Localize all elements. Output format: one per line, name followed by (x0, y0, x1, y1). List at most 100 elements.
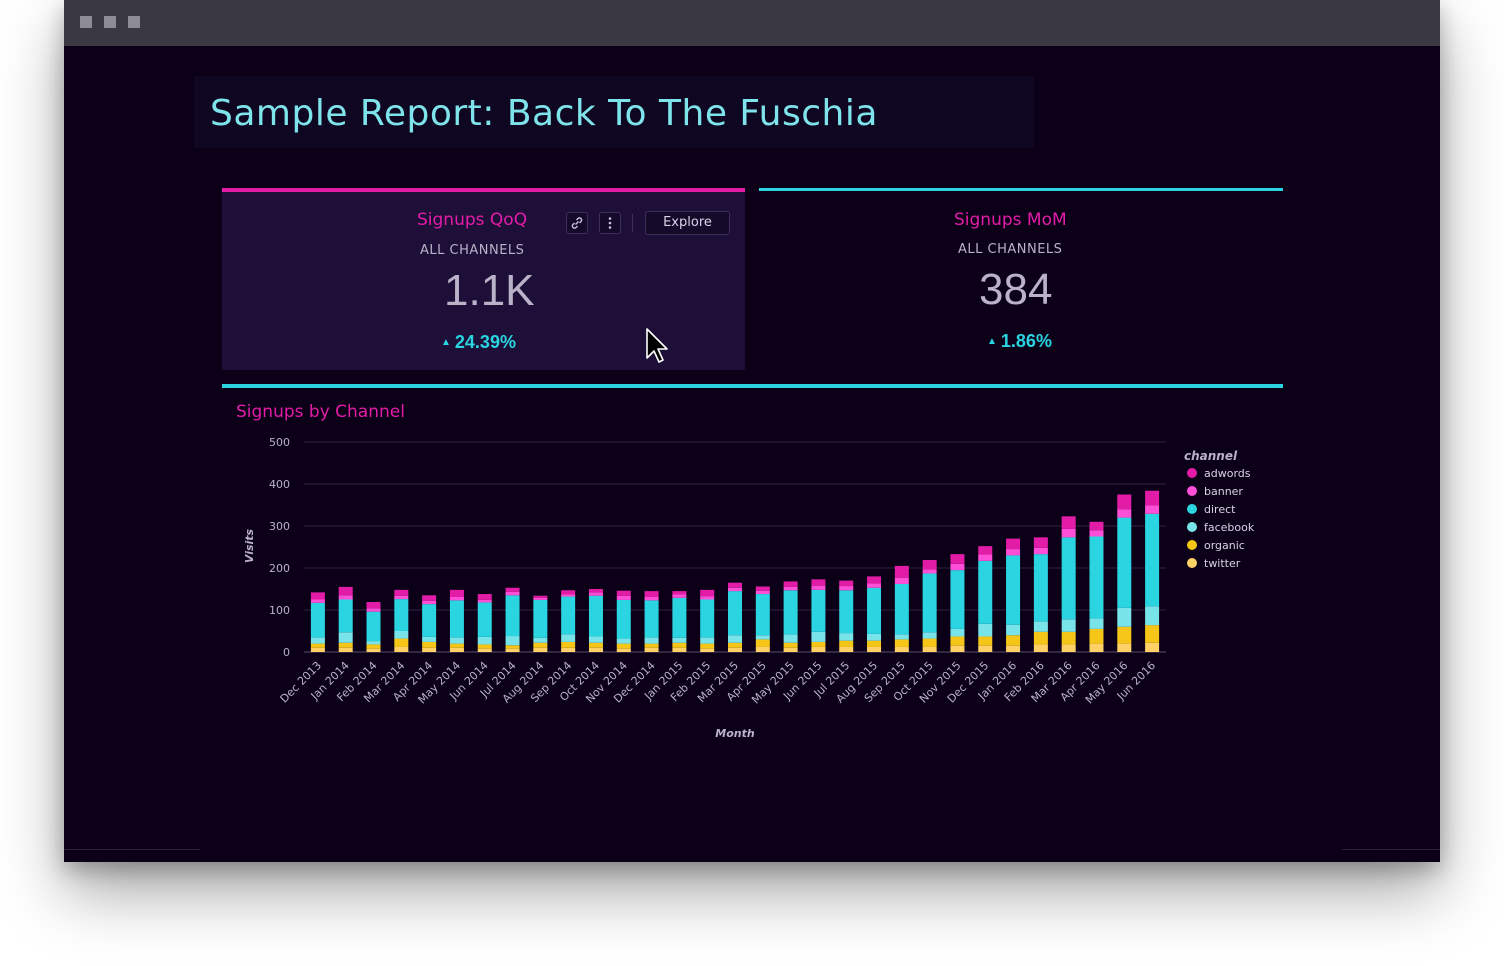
bar-segment-organic[interactable] (978, 636, 993, 646)
bar-segment-twitter[interactable] (588, 647, 603, 652)
bar-segment-adwords[interactable] (672, 591, 687, 595)
bar-segment-organic[interactable] (366, 644, 381, 649)
bar-segment-adwords[interactable] (533, 595, 548, 598)
bar-segment-banner[interactable] (449, 596, 464, 601)
bar-segment-facebook[interactable] (839, 633, 854, 641)
bar-segment-facebook[interactable] (978, 623, 993, 637)
bar-segment-adwords[interactable] (394, 589, 409, 596)
bar-segment-organic[interactable] (950, 636, 965, 646)
bar-segment-facebook[interactable] (477, 636, 492, 645)
bar-segment-organic[interactable] (755, 639, 770, 647)
bar-segment-direct[interactable] (867, 587, 882, 634)
bar-segment-banner[interactable] (338, 595, 353, 600)
bar-segment-twitter[interactable] (811, 646, 826, 652)
bar-segment-banner[interactable] (1033, 547, 1048, 555)
bar-segment-facebook[interactable] (366, 641, 381, 645)
bar-segment-facebook[interactable] (1117, 607, 1132, 627)
bar-segment-organic[interactable] (505, 645, 520, 649)
bar-segment-banner[interactable] (700, 596, 715, 600)
bar-segment-organic[interactable] (616, 643, 631, 649)
bar-segment-facebook[interactable] (449, 637, 464, 644)
bar-segment-banner[interactable] (533, 597, 548, 600)
bar-segment-adwords[interactable] (310, 592, 325, 600)
bar-segment-banner[interactable] (644, 596, 659, 601)
bar-segment-banner[interactable] (755, 590, 770, 595)
bar-segment-direct[interactable] (616, 599, 631, 639)
bar-segment-adwords[interactable] (588, 589, 603, 593)
bar-segment-facebook[interactable] (1033, 621, 1048, 632)
bar-segment-twitter[interactable] (1089, 643, 1104, 652)
bar-segment-adwords[interactable] (505, 587, 520, 592)
bar-segment-direct[interactable] (533, 599, 548, 638)
bar-segment-adwords[interactable] (811, 579, 826, 586)
bar-segment-organic[interactable] (867, 640, 882, 647)
bar-segment-organic[interactable] (894, 639, 909, 647)
bar-segment-adwords[interactable] (950, 554, 965, 564)
bar-segment-twitter[interactable] (338, 647, 353, 652)
legend-item[interactable]: twitter (1204, 557, 1241, 570)
bar-segment-facebook[interactable] (1089, 618, 1104, 629)
bar-segment-direct[interactable] (477, 602, 492, 637)
bar-segment-organic[interactable] (533, 642, 548, 648)
bar-segment-organic[interactable] (588, 642, 603, 648)
bar-segment-facebook[interactable] (700, 637, 715, 644)
bar-segment-twitter[interactable] (894, 646, 909, 652)
bar-segment-organic[interactable] (644, 643, 659, 648)
bar-segment-banner[interactable] (561, 594, 576, 597)
bar-segment-direct[interactable] (588, 595, 603, 637)
bar-segment-adwords[interactable] (728, 582, 742, 588)
bar-segment-direct[interactable] (449, 600, 464, 638)
bar-segment-twitter[interactable] (950, 645, 965, 652)
bar-segment-adwords[interactable] (616, 590, 631, 596)
explore-button[interactable]: Explore (645, 211, 730, 235)
bar-segment-direct[interactable] (505, 595, 520, 637)
bar-segment-organic[interactable] (783, 642, 798, 648)
bar-segment-twitter[interactable] (644, 647, 659, 652)
bar-segment-adwords[interactable] (700, 589, 715, 597)
bar-segment-organic[interactable] (422, 641, 437, 648)
bar-segment-twitter[interactable] (477, 648, 492, 652)
bar-segment-facebook[interactable] (783, 634, 798, 643)
bar-segment-adwords[interactable] (366, 602, 381, 609)
bar-segment-twitter[interactable] (616, 648, 631, 652)
bar-segment-organic[interactable] (700, 643, 715, 649)
bar-segment-direct[interactable] (978, 560, 993, 624)
bar-segment-twitter[interactable] (366, 648, 381, 652)
link-button[interactable] (566, 212, 588, 234)
bar-segment-direct[interactable] (811, 589, 826, 632)
bar-segment-twitter[interactable] (533, 647, 548, 652)
bar-segment-direct[interactable] (950, 570, 965, 629)
bar-segment-banner[interactable] (366, 608, 381, 612)
legend-item[interactable]: adwords (1204, 467, 1251, 480)
bar-segment-facebook[interactable] (422, 636, 437, 642)
bar-segment-direct[interactable] (700, 599, 715, 638)
bar-segment-facebook[interactable] (394, 631, 409, 639)
bar-segment-organic[interactable] (811, 641, 826, 647)
bar-segment-facebook[interactable] (1061, 619, 1076, 632)
bar-segment-organic[interactable] (394, 638, 409, 647)
bar-segment-facebook[interactable] (672, 637, 687, 643)
bar-segment-organic[interactable] (728, 642, 742, 648)
bar-segment-facebook[interactable] (616, 638, 631, 644)
bar-segment-organic[interactable] (1145, 625, 1160, 643)
bar-segment-facebook[interactable] (1006, 624, 1021, 636)
bar-segment-adwords[interactable] (783, 581, 798, 587)
bar-segment-twitter[interactable] (449, 647, 464, 652)
bar-segment-direct[interactable] (839, 590, 854, 634)
bar-segment-twitter[interactable] (1006, 645, 1021, 652)
legend-item[interactable]: facebook (1204, 521, 1255, 534)
bar-segment-banner[interactable] (588, 592, 603, 596)
bar-segment-adwords[interactable] (1145, 490, 1160, 506)
bar-segment-direct[interactable] (728, 591, 742, 636)
bar-segment-twitter[interactable] (1061, 644, 1076, 652)
bar-segment-organic[interactable] (338, 642, 353, 648)
bar-segment-organic[interactable] (310, 643, 325, 648)
bar-segment-twitter[interactable] (978, 645, 993, 652)
bar-segment-organic[interactable] (1033, 631, 1048, 645)
bar-segment-twitter[interactable] (394, 646, 409, 652)
bar-segment-facebook[interactable] (950, 628, 965, 637)
legend-item[interactable]: banner (1204, 485, 1243, 498)
bar-segment-organic[interactable] (477, 644, 492, 649)
bar-segment-adwords[interactable] (839, 580, 854, 587)
legend-item[interactable]: direct (1204, 503, 1236, 516)
